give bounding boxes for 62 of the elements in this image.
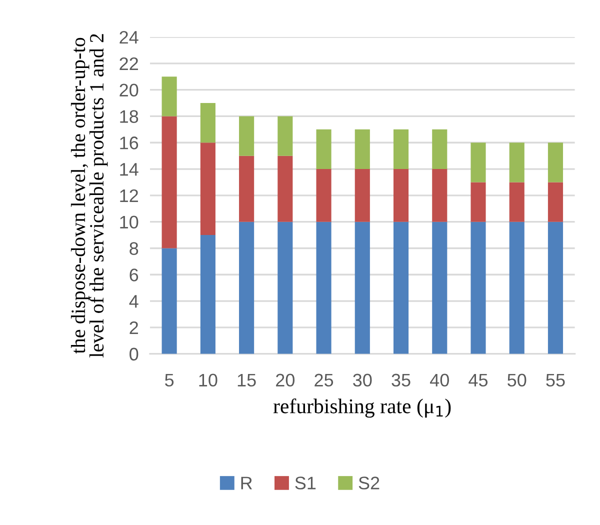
bar bbox=[432, 169, 448, 222]
bar bbox=[470, 182, 486, 222]
y-tick-label: 8 bbox=[130, 242, 138, 255]
bar bbox=[509, 182, 524, 222]
y-tick-label: 24 bbox=[120, 30, 138, 44]
bar bbox=[278, 116, 293, 156]
bar bbox=[200, 235, 216, 354]
bar bbox=[354, 222, 370, 354]
bar bbox=[239, 156, 254, 222]
bar bbox=[200, 142, 216, 236]
bar bbox=[354, 129, 370, 170]
x-tick-label: 40 bbox=[430, 374, 449, 387]
bar bbox=[393, 129, 409, 170]
bar bbox=[239, 116, 254, 156]
bar bbox=[316, 129, 332, 170]
bar bbox=[162, 116, 177, 248]
legend-label: S2 bbox=[358, 476, 380, 490]
bar bbox=[239, 222, 254, 354]
bar bbox=[509, 222, 524, 354]
bar bbox=[200, 103, 216, 143]
x-tick-label: 30 bbox=[353, 374, 372, 387]
x-tick-label: 5 bbox=[165, 374, 174, 387]
y-tick-label: 16 bbox=[120, 136, 138, 150]
y-tick-label: 2 bbox=[130, 321, 138, 334]
x-tick-label: 20 bbox=[276, 374, 294, 387]
y-tick-label: 22 bbox=[120, 57, 138, 70]
legend-label: R bbox=[241, 476, 252, 490]
bar bbox=[470, 142, 486, 182]
y-tick-label: 20 bbox=[120, 84, 138, 97]
bar bbox=[432, 129, 448, 170]
bar bbox=[278, 156, 293, 222]
x-tick-label: 25 bbox=[314, 374, 334, 387]
bar bbox=[393, 222, 409, 354]
y-tick-label: 18 bbox=[120, 110, 138, 123]
x-tick-label: 45 bbox=[468, 374, 488, 387]
y-tick-label: 0 bbox=[130, 348, 138, 361]
x-tick-label: 10 bbox=[199, 374, 218, 387]
bar bbox=[278, 222, 293, 354]
y-tick-label: 12 bbox=[120, 189, 138, 202]
y-tick-label: 4 bbox=[129, 295, 138, 308]
bar bbox=[316, 222, 332, 354]
x-tick-label: 15 bbox=[238, 374, 256, 387]
bar bbox=[548, 182, 564, 222]
y-tick-label: 14 bbox=[120, 163, 138, 176]
bar bbox=[432, 222, 448, 354]
y-tick-label: 6 bbox=[130, 268, 138, 282]
x-tick-label: 35 bbox=[392, 374, 410, 387]
bar bbox=[393, 169, 409, 222]
bar bbox=[548, 142, 564, 182]
y-tick-label: 10 bbox=[120, 216, 138, 229]
legend-label: S1 bbox=[295, 476, 316, 490]
bar bbox=[162, 76, 177, 116]
bar bbox=[548, 222, 564, 354]
bar bbox=[316, 169, 332, 222]
y-axis-title: the dispose-down level, the order-up-to level of the serviceable products 1 and 2 bbox=[70, 34, 108, 358]
x-tick-label: 50 bbox=[508, 374, 526, 387]
bar bbox=[509, 142, 524, 182]
bar bbox=[354, 169, 370, 222]
x-axis-title: refurbishing rate (μ$_{1}$) bbox=[273, 398, 451, 418]
bar bbox=[162, 248, 177, 354]
x-tick-label: 55 bbox=[546, 374, 565, 387]
bar bbox=[470, 222, 486, 354]
